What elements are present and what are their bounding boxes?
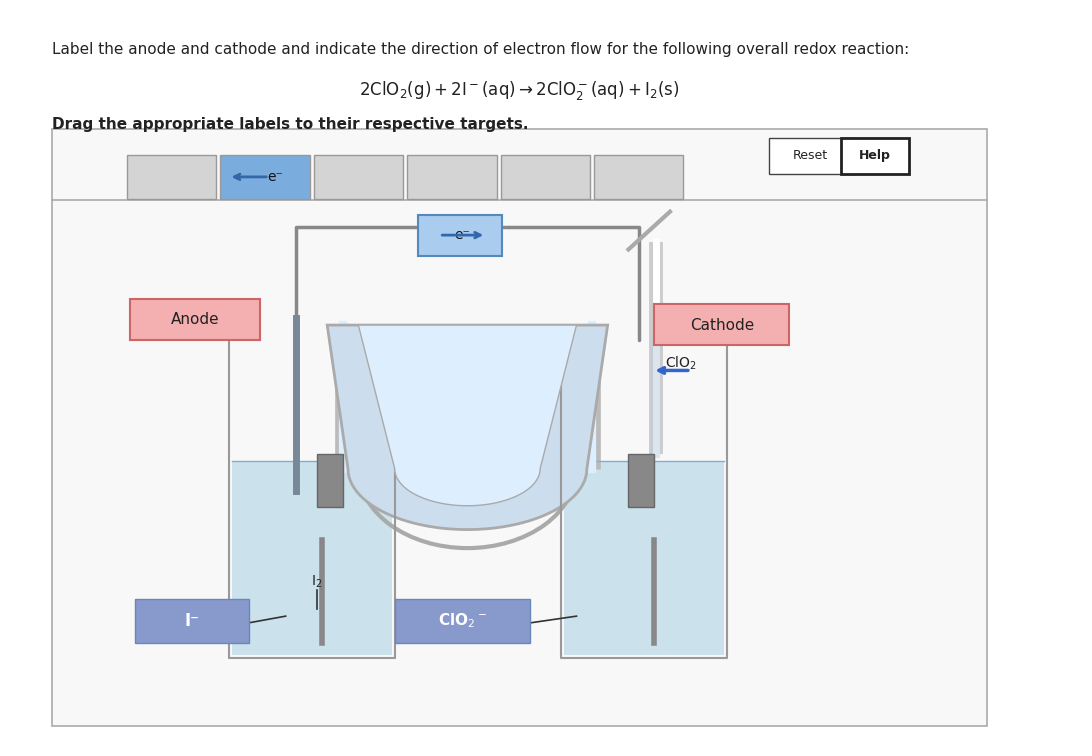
Polygon shape (328, 325, 607, 529)
Text: e⁻: e⁻ (268, 170, 283, 184)
FancyBboxPatch shape (130, 299, 260, 340)
FancyBboxPatch shape (317, 454, 343, 507)
FancyBboxPatch shape (417, 215, 501, 256)
FancyBboxPatch shape (407, 155, 497, 199)
Text: Cathode: Cathode (690, 318, 755, 333)
Text: Label the anode and cathode and indicate the direction of electron flow for the : Label the anode and cathode and indicate… (52, 42, 910, 57)
Polygon shape (232, 461, 392, 655)
FancyBboxPatch shape (500, 155, 590, 199)
Polygon shape (358, 325, 577, 506)
Text: $2\mathrm{ClO_2(g) + 2I^-(aq) \rightarrow 2ClO_2^-(aq) + I_2(s)}$: $2\mathrm{ClO_2(g) + 2I^-(aq) \rightarro… (359, 79, 679, 102)
Text: e⁻: e⁻ (454, 228, 471, 242)
Text: Drag the appropriate labels to their respective targets.: Drag the appropriate labels to their res… (52, 117, 529, 132)
FancyBboxPatch shape (127, 155, 216, 199)
Text: ClO$_2$: ClO$_2$ (665, 354, 697, 372)
Text: ClO$_2$$^-$: ClO$_2$$^-$ (438, 612, 487, 630)
FancyBboxPatch shape (769, 138, 852, 174)
FancyBboxPatch shape (841, 138, 909, 174)
Text: I$_2$: I$_2$ (311, 574, 322, 590)
Text: I⁻: I⁻ (185, 612, 200, 630)
FancyBboxPatch shape (394, 599, 530, 643)
Polygon shape (565, 461, 724, 655)
FancyBboxPatch shape (135, 599, 249, 643)
Text: Anode: Anode (170, 311, 219, 327)
Text: Reset: Reset (793, 149, 828, 163)
FancyBboxPatch shape (628, 454, 654, 507)
Text: Help: Help (858, 149, 891, 163)
FancyBboxPatch shape (594, 155, 684, 199)
FancyBboxPatch shape (654, 304, 790, 345)
FancyBboxPatch shape (52, 129, 987, 726)
FancyBboxPatch shape (313, 155, 403, 199)
FancyBboxPatch shape (221, 155, 309, 199)
